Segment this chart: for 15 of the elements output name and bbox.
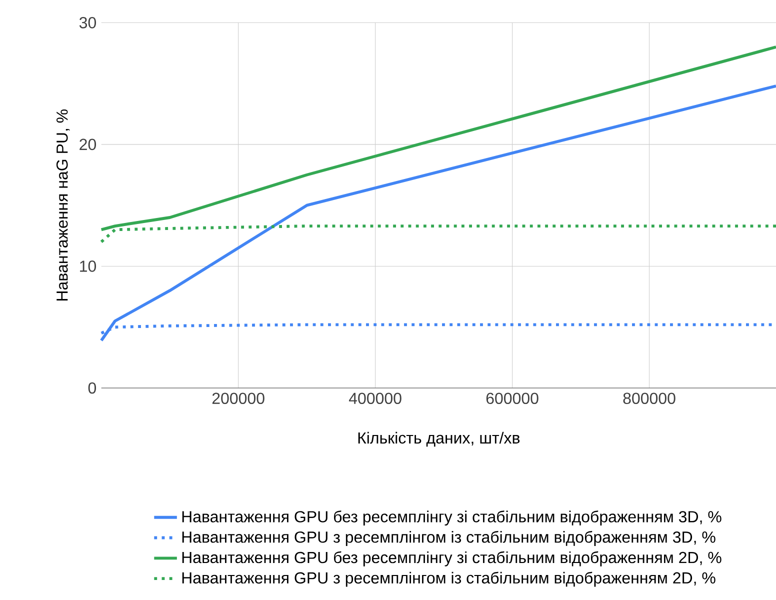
y-tick-label: 20 xyxy=(80,138,96,150)
y-tick-label: 10 xyxy=(80,260,96,272)
y-axis-title: Навантаження наG PU, % xyxy=(56,109,70,300)
legend-label: Навантаження GPU без ресемплінгу зі стабільним відображенням 2D, % xyxy=(182,551,722,566)
y-tick-label: 30 xyxy=(79,17,96,28)
x-axis-title: Кількість даних, шт/хв xyxy=(358,432,520,447)
x-tick-label: 400000 xyxy=(348,392,402,404)
legend-label: Навантаження GPU без ресемплінгу зі стабільним відображенням 3D, % xyxy=(182,510,722,526)
x-tick-label: 800000 xyxy=(623,392,676,404)
legend-label: Навантаження GPU з ресемплінгом із стабільним відображенням 3D, % xyxy=(182,530,716,546)
line-series xyxy=(100,84,776,342)
x-tick-label: 600000 xyxy=(486,392,538,404)
x-tick-label: 200000 xyxy=(212,392,264,404)
legend-label: Навантаження GPU з ресемплінгом із стабільним відображенням 2D, % xyxy=(182,572,716,587)
y-tick-label: 0 xyxy=(88,382,96,394)
